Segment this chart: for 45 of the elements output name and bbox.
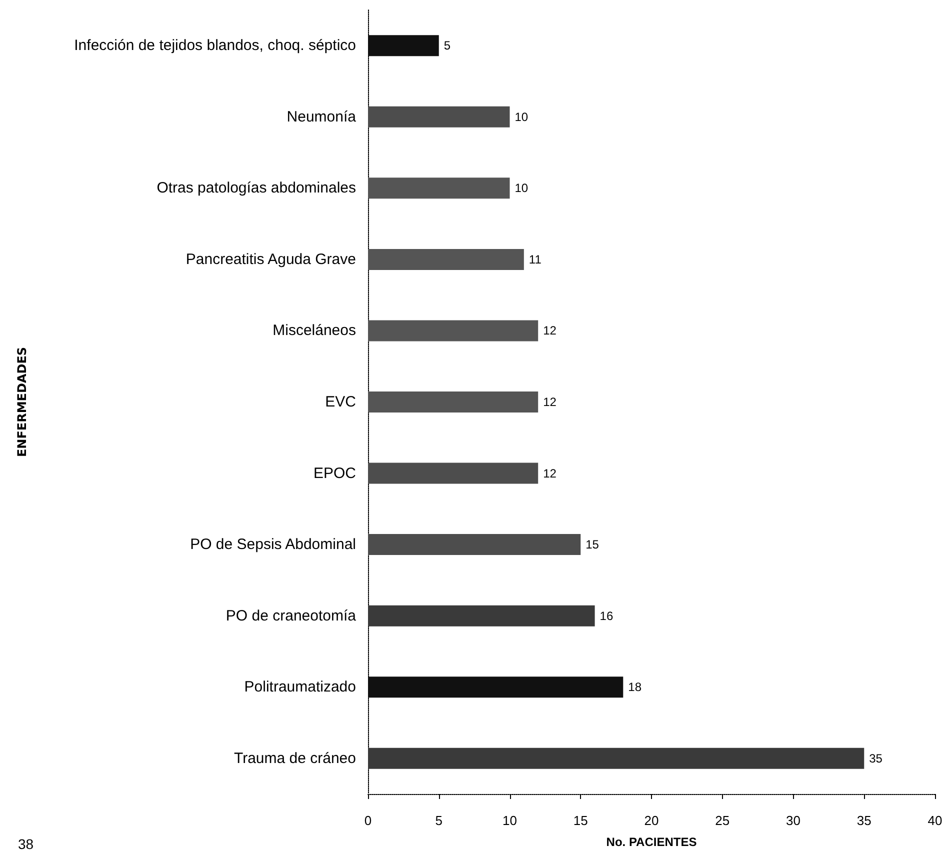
y-tick-label: EPOC bbox=[313, 464, 356, 482]
bar bbox=[368, 676, 624, 698]
x-tick-label: 25 bbox=[715, 813, 730, 828]
data-label: 18 bbox=[628, 680, 642, 694]
bar bbox=[368, 462, 538, 484]
bar bbox=[368, 320, 538, 342]
x-tick-label: 5 bbox=[435, 813, 442, 828]
y-axis-title: ENFERMEDADES bbox=[15, 346, 29, 458]
y-tick-label: PO de Sepsis Abdominal bbox=[190, 536, 356, 554]
x-tick-label: 35 bbox=[856, 813, 872, 828]
y-tick-label: Politraumatizado bbox=[244, 678, 356, 696]
x-tick-label: 20 bbox=[644, 813, 659, 828]
bar bbox=[368, 392, 538, 412]
y-tick-label: EVC bbox=[325, 394, 356, 410]
data-label: 11 bbox=[528, 252, 542, 266]
data-label: 16 bbox=[600, 608, 614, 623]
data-label: 5 bbox=[444, 38, 451, 53]
data-label: 10 bbox=[514, 110, 528, 124]
bar bbox=[368, 748, 864, 769]
x-axis-title: No. PACIENTES bbox=[606, 835, 697, 849]
data-label: 10 bbox=[514, 181, 528, 196]
bar bbox=[368, 534, 581, 556]
data-label: 12 bbox=[543, 395, 557, 409]
x-tick-label: 0 bbox=[364, 813, 372, 828]
data-label: 12 bbox=[543, 324, 557, 338]
x-tick-label: 10 bbox=[502, 813, 517, 828]
data-label: 35 bbox=[869, 751, 883, 766]
y-tick-label: Pancreatitis Aguda Grave bbox=[186, 250, 356, 268]
bar bbox=[368, 605, 595, 626]
y-tick-label: Trauma de cráneo bbox=[234, 750, 356, 767]
x-tick-label: 40 bbox=[928, 813, 942, 828]
bar bbox=[368, 106, 510, 128]
y-tick-label: Infección de tejidos blandos, choq. séptico bbox=[74, 37, 356, 54]
bar bbox=[368, 35, 439, 56]
y-tick-label: Otras patologías abdominales bbox=[156, 180, 356, 197]
text: 38 bbox=[18, 836, 34, 852]
bar bbox=[368, 178, 510, 199]
data-label: 12 bbox=[543, 466, 557, 480]
x-tick-label: 15 bbox=[573, 813, 588, 828]
y-tick-label: Misceláneos bbox=[272, 322, 356, 340]
bar bbox=[368, 248, 524, 270]
x-tick-label: 30 bbox=[786, 813, 800, 828]
y-tick-label: Neumonía bbox=[286, 108, 357, 126]
y-tick-label: PO de craneotomía bbox=[226, 607, 357, 624]
data-label: 15 bbox=[586, 538, 600, 552]
